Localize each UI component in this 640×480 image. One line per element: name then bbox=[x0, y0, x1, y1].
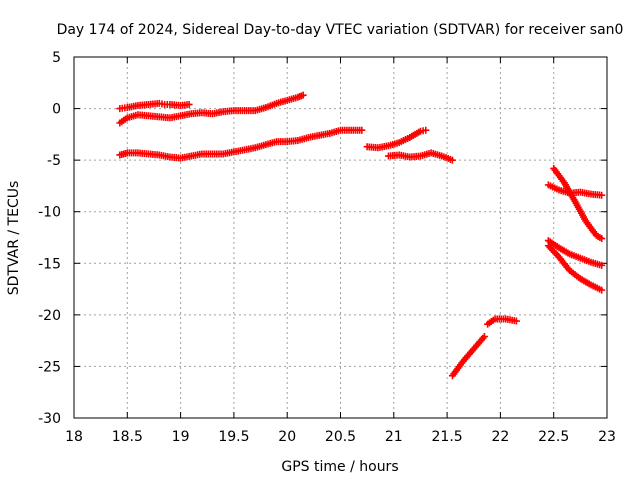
series-track-6 bbox=[448, 333, 488, 380]
x-tick-label: 23 bbox=[598, 429, 616, 445]
chart-title: Day 174 of 2024, Sidereal Day-to-day VTE… bbox=[57, 22, 624, 38]
data-point bbox=[185, 100, 193, 108]
x-tick-label: 22 bbox=[491, 429, 509, 445]
x-tick-label: 18.5 bbox=[112, 429, 143, 445]
data-point bbox=[358, 126, 366, 134]
data-point bbox=[598, 235, 606, 243]
tick-labels: 18 18.5 19 19.5 20 20.5 21 21.5 22 22.5 23 5 0 -5 -10 -… bbox=[38, 50, 616, 445]
y-tick-label: -25 bbox=[38, 359, 61, 375]
data-point bbox=[512, 317, 520, 325]
plot-frame bbox=[73, 56, 608, 419]
series-track-10 bbox=[544, 237, 606, 269]
y-tick-label: 0 bbox=[52, 102, 61, 118]
series-track-5 bbox=[384, 149, 456, 164]
data-point bbox=[299, 91, 307, 99]
y-tick-label: 5 bbox=[52, 50, 61, 66]
series-track-2 bbox=[116, 91, 307, 127]
series-track-4 bbox=[363, 126, 430, 152]
x-tick-label: 22.5 bbox=[538, 429, 569, 445]
series-track-1 bbox=[116, 99, 193, 113]
grid bbox=[74, 57, 607, 418]
data-point bbox=[448, 156, 456, 164]
series-track-3 bbox=[116, 126, 366, 162]
x-tick-label: 19 bbox=[172, 429, 190, 445]
x-tick-label: 20.5 bbox=[325, 429, 356, 445]
data-point bbox=[422, 126, 430, 134]
y-tick-label: -5 bbox=[47, 153, 61, 169]
data-point bbox=[480, 333, 488, 341]
y-tick-label: -30 bbox=[38, 411, 61, 427]
series-track-9 bbox=[550, 164, 606, 243]
data-point bbox=[598, 191, 606, 199]
data-points bbox=[116, 91, 606, 380]
x-axis-label: GPS time / hours bbox=[281, 459, 398, 475]
x-tick-label: 21 bbox=[385, 429, 403, 445]
x-tick-label: 18 bbox=[65, 429, 83, 445]
data-point bbox=[598, 286, 606, 294]
data-point bbox=[598, 261, 606, 269]
y-tick-label: -10 bbox=[38, 205, 61, 221]
y-tick-label: -15 bbox=[38, 256, 61, 272]
x-tick-label: 21.5 bbox=[432, 429, 463, 445]
series-track-11 bbox=[544, 242, 606, 294]
y-axis-label: SDTVAR / TECUs bbox=[6, 181, 22, 296]
x-tick-label: 20 bbox=[278, 429, 296, 445]
y-tick-label: -20 bbox=[38, 308, 61, 324]
x-tick-label: 19.5 bbox=[218, 429, 249, 445]
series-track-7 bbox=[484, 315, 520, 328]
